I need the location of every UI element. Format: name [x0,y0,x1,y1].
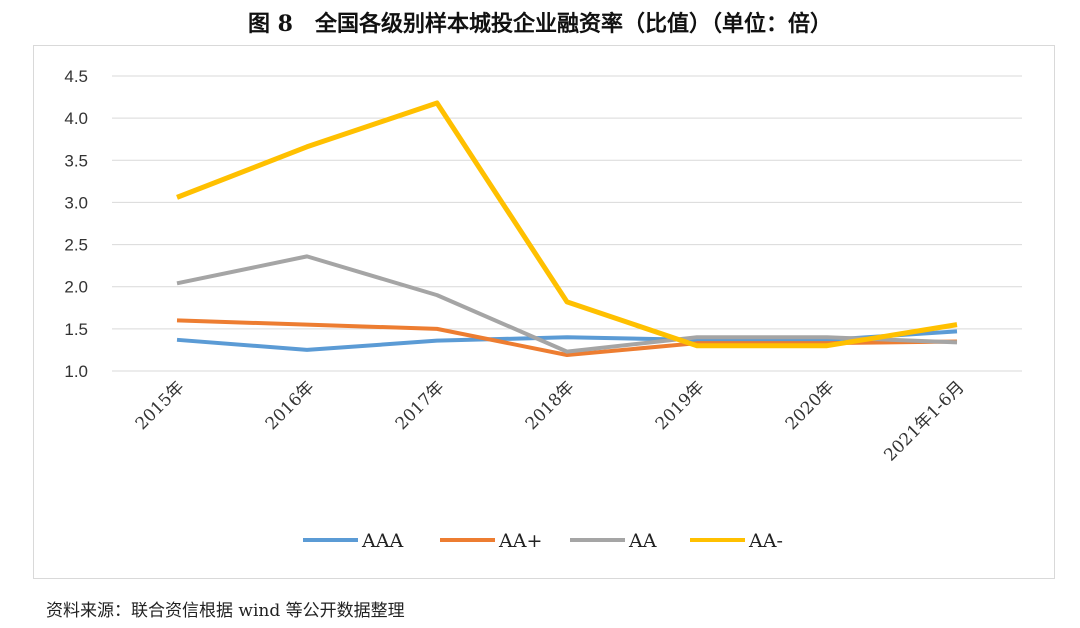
x-tick-label: 2017年 [392,377,449,434]
legend-label: AA+ [498,530,542,552]
source-note: 资料来源：联合资信根据 wind 等公开数据整理 [46,601,405,621]
legend-label: AAA [361,530,403,552]
legend-label: AA- [748,530,783,552]
x-tick-label: 2019年 [652,377,709,434]
y-tick-label: 3.0 [64,193,88,212]
chart-frame [33,45,1055,579]
series-line-aaminus [176,100,958,349]
y-tick-label: 1.5 [64,320,88,339]
x-tick-label: 2021年1-6月 [880,377,968,465]
x-tick-label: 2015年 [132,377,189,434]
legend-label: AA [628,530,657,552]
y-tick-label: 2.0 [64,278,88,297]
chart-title: 图 8 全国各级别样本城投企业融资率（比值）（单位：倍） [248,11,832,37]
x-tick-label: 2016年 [262,377,319,434]
series-line-aaa [176,329,958,352]
y-tick-label: 3.5 [64,151,88,170]
y-tick-label: 4.5 [64,67,88,86]
y-tick-label: 2.5 [64,236,88,255]
y-tick-label: 4.0 [64,109,88,128]
y-tick-label: 1.0 [64,362,88,381]
x-tick-label: 2018年 [522,377,579,434]
x-tick-label: 2020年 [782,377,839,434]
